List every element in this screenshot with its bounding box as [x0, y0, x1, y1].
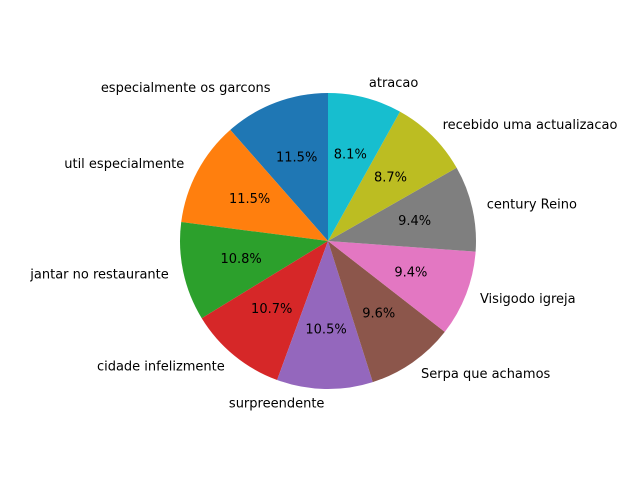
- pie-slice-6-category-label: Visigodo igreja: [480, 292, 576, 307]
- pie-slice-3-category-label: cidade infelizmente: [97, 359, 225, 374]
- pie-slice-3-percent-label: 10.7%: [251, 302, 292, 317]
- pie-slice-1: [181, 129, 328, 241]
- pie-slice-6-percent-label: 9.4%: [394, 265, 427, 280]
- pie-slice-8-category-label: recebido uma actualizacao: [443, 118, 618, 133]
- pie-slice-4-percent-label: 10.5%: [305, 322, 346, 337]
- labels-layer: 11.5% especialmente os garcons 11.5% util e…: [29, 76, 617, 411]
- pie-slice-8: [328, 111, 457, 242]
- pie-slice-9-category-label: atracao: [369, 76, 418, 91]
- pie-slice-1-category-label: util especialmente: [64, 157, 184, 172]
- pie-slice-5-percent-label: 9.6%: [362, 306, 395, 321]
- pie-slice-2-percent-label: 10.8%: [220, 252, 261, 267]
- pie-slice-0-category-label: especialmente os garcons: [101, 81, 271, 96]
- pie-slice-0: [230, 93, 328, 241]
- pie-slice-3: [201, 241, 328, 380]
- pie-slice-9-percent-label: 8.1%: [334, 148, 367, 163]
- slices-layer: [180, 93, 476, 389]
- pie-slice-7-category-label: century Reino: [487, 198, 577, 213]
- pie-slice-1-percent-label: 11.5%: [229, 192, 270, 207]
- pie-slice-4: [277, 241, 373, 389]
- pie-slice-8-percent-label: 8.7%: [374, 170, 407, 185]
- pie-slice-5-category-label: Serpa que achamos: [421, 367, 551, 382]
- pie-slice-9: [328, 93, 400, 241]
- pie-slice-7: [328, 167, 476, 252]
- pie-slice-0-percent-label: 11.5%: [276, 150, 317, 165]
- pie-slice-2: [180, 222, 328, 319]
- pie-slice-5: [328, 241, 445, 383]
- pie-slice-6: [328, 241, 476, 332]
- pie-slice-2-category-label: jantar no restaurante: [29, 267, 168, 282]
- pie-slice-4-category-label: surpreendente: [229, 396, 325, 411]
- pie-slice-7-percent-label: 9.4%: [398, 214, 431, 229]
